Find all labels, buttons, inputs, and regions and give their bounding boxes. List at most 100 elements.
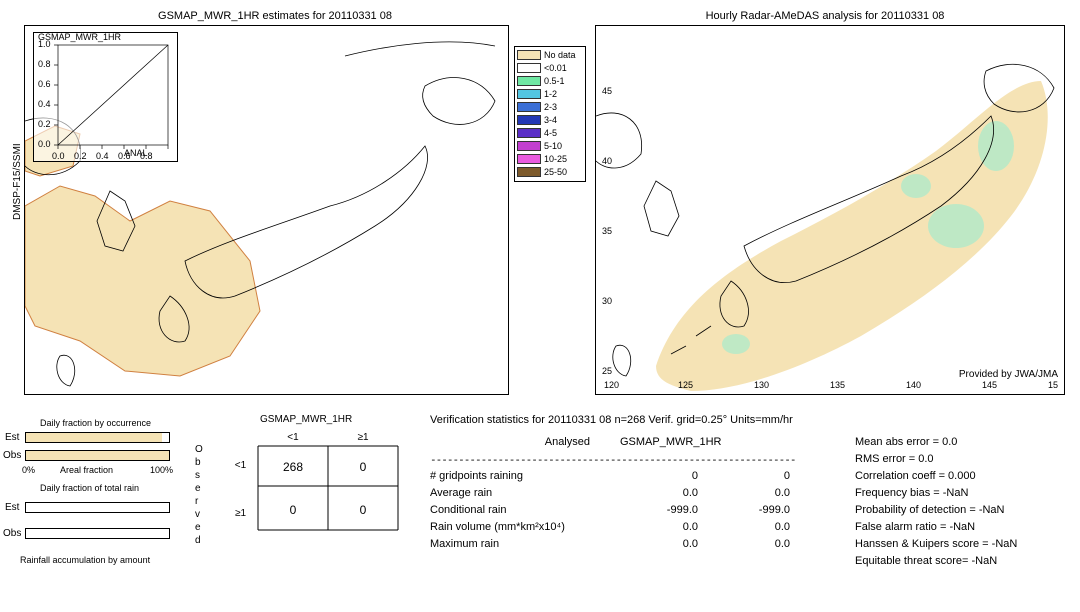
verif-label: Average rain [430, 485, 620, 502]
cont-cell-10: 0 [258, 495, 328, 525]
legend-swatch [517, 128, 541, 138]
legend-swatch [517, 115, 541, 125]
verif-row: Maximum rain0.00.0 [430, 536, 795, 553]
legend-swatch [517, 63, 541, 73]
lon-tick: 125 [678, 380, 693, 390]
inset-xtick: 0.4 [96, 151, 109, 161]
inset-svg [34, 33, 179, 163]
lat-tick: 45 [602, 86, 612, 96]
left-inset-panel: GSMAP_MWR_1HR ANAL 0.0 0.2 0.4 0.6 0.8 1… [33, 32, 178, 162]
verif-scores: Mean abs error = 0.0RMS error = 0.0Corre… [855, 434, 1017, 570]
verif-table: Analysed GSMAP_MWR_1HR -----------------… [430, 434, 795, 553]
est-label-2: Est [5, 502, 19, 513]
score-line: Frequency bias = -NaN [855, 485, 1017, 502]
legend-swatch [517, 167, 541, 177]
obs-bar-1 [25, 450, 170, 461]
score-line: Correlation coeff = 0.000 [855, 468, 1017, 485]
inset-ytick: 0.4 [38, 99, 51, 109]
accum-title: Rainfall accumulation by amount [20, 555, 150, 565]
observed-letter: s [195, 469, 203, 482]
bottom-section: Daily fraction by occurrence Est Obs 0% … [0, 410, 1080, 612]
verif-label: Maximum rain [430, 536, 620, 553]
legend-row: <0.01 [517, 62, 583, 74]
verif-row: # gridpoints raining00 [430, 468, 795, 485]
occurrence-title: Daily fraction by occurrence [40, 418, 151, 428]
obs-label-2: Obs [3, 528, 21, 539]
lon-tick: 135 [830, 380, 845, 390]
legend-label: 5-10 [544, 140, 562, 152]
right-map-panel: 120 125 130 135 140 145 15 45 40 35 30 2… [595, 25, 1065, 395]
legend-row: 1-2 [517, 88, 583, 100]
rain-frac-title: Daily fraction of total rain [40, 483, 139, 493]
score-line: Hanssen & Kuipers score = -NaN [855, 536, 1017, 553]
verif-est-value: 0.0 [710, 485, 790, 502]
color-legend: No data<0.010.5-11-22-33-44-55-1010-2525… [514, 46, 586, 182]
left-panel-title: GSMAP_MWR_1HR estimates for 20110331 08 [40, 10, 510, 22]
legend-row: 5-10 [517, 140, 583, 152]
analysed-hdr: Analysed [430, 434, 620, 451]
left-map-panel: GSMAP_MWR_1HR ANAL 0.0 0.2 0.4 0.6 0.8 1… [24, 25, 509, 395]
areal-label: Areal fraction [60, 465, 113, 475]
legend-swatch [517, 76, 541, 86]
verif-analysed-value: -999.0 [620, 502, 710, 519]
lon-tick: 120 [604, 380, 619, 390]
pct100: 100% [150, 465, 173, 475]
lon-tick: 140 [906, 380, 921, 390]
verif-label: # gridpoints raining [430, 468, 620, 485]
legend-row: No data [517, 49, 583, 61]
right-provider-label: Provided by JWA/JMA [959, 369, 1058, 380]
legend-label: 3-4 [544, 114, 557, 126]
score-line: False alarm ratio = -NaN [855, 519, 1017, 536]
inset-xtick: 0.2 [74, 151, 87, 161]
verif-analysed-value: 0 [620, 468, 710, 485]
left-sensor-label: DMSP-F15/SSMI [12, 143, 23, 220]
obs-bar-2 [25, 528, 170, 539]
verif-row: Average rain0.00.0 [430, 485, 795, 502]
est-label-1: Est [5, 432, 19, 443]
dashes: ----------------------------------------… [430, 451, 795, 468]
legend-row: 10-25 [517, 153, 583, 165]
right-panel-title: Hourly Radar-AMeDAS analysis for 2011033… [590, 10, 1060, 22]
observed-vertical: Observed [195, 443, 203, 547]
verif-est-value: 0 [710, 468, 790, 485]
legend-swatch [517, 141, 541, 151]
score-line: RMS error = 0.0 [855, 451, 1017, 468]
legend-swatch [517, 154, 541, 164]
verif-est-value: 0.0 [710, 519, 790, 536]
verif-label: Rain volume (mm*km²x10⁴) [430, 519, 620, 536]
legend-label: <0.01 [544, 62, 567, 74]
score-line: Equitable threat score= -NaN [855, 553, 1017, 570]
verif-analysed-value: 0.0 [620, 536, 710, 553]
observed-letter: e [195, 521, 203, 534]
verif-analysed-value: 0.0 [620, 485, 710, 502]
legend-swatch [517, 50, 541, 60]
inset-xtick: 0.0 [52, 151, 65, 161]
inset-ytick: 0.0 [38, 139, 51, 149]
observed-letter: O [195, 443, 203, 456]
lat-tick: 40 [602, 156, 612, 166]
legend-label: 10-25 [544, 153, 567, 165]
observed-letter: d [195, 534, 203, 547]
legend-row: 4-5 [517, 127, 583, 139]
inset-ytick: 0.8 [38, 59, 51, 69]
lat-tick: 35 [602, 226, 612, 236]
legend-swatch [517, 89, 541, 99]
verif-row: Rain volume (mm*km²x10⁴)0.00.0 [430, 519, 795, 536]
score-line: Probability of detection = -NaN [855, 502, 1017, 519]
legend-label: 1-2 [544, 88, 557, 100]
lon-tick: 15 [1048, 380, 1058, 390]
legend-swatch [517, 102, 541, 112]
legend-row: 0.5-1 [517, 75, 583, 87]
verif-est-value: -999.0 [710, 502, 790, 519]
verif-title: Verification statistics for 20110331 08 … [430, 414, 793, 426]
inset-xtick: 0.8 [140, 151, 153, 161]
observed-letter: r [195, 495, 203, 508]
legend-label: 2-3 [544, 101, 557, 113]
lat-tick: 25 [602, 366, 612, 376]
verif-est-value: 0.0 [710, 536, 790, 553]
obs-label-1: Obs [3, 450, 21, 461]
legend-label: 25-50 [544, 166, 567, 178]
lat-tick: 30 [602, 296, 612, 306]
lon-tick: 145 [982, 380, 997, 390]
observed-letter: v [195, 508, 203, 521]
